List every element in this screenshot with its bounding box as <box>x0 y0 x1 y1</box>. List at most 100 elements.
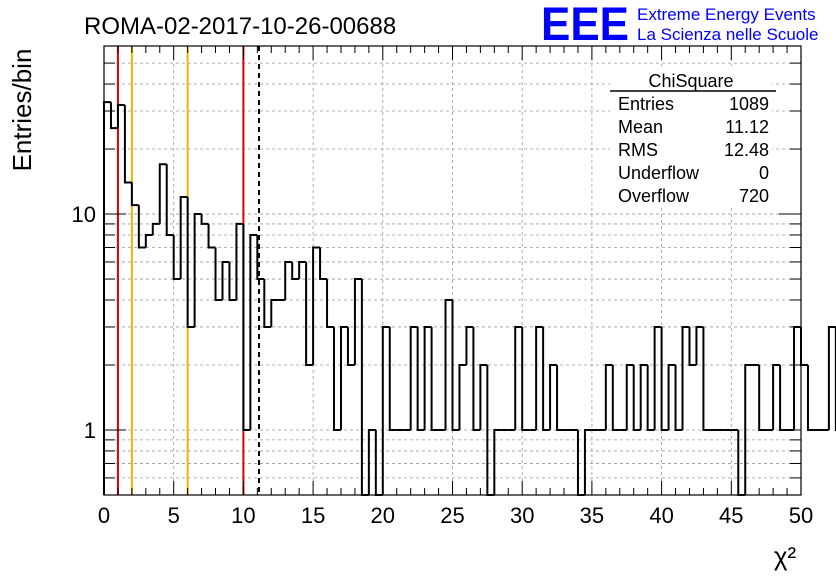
x-axis-label: χ² <box>774 541 797 571</box>
x-tick-label: 15 <box>301 503 325 528</box>
histogram-bin <box>167 164 174 235</box>
histogram-bin <box>473 327 480 430</box>
histogram-bin <box>648 365 655 430</box>
x-tick-label: 25 <box>440 503 464 528</box>
stats-box: ChiSquare Entries 1089 Mean 11.12 RMS 12… <box>610 66 776 206</box>
histogram-bin <box>662 327 669 430</box>
stats-label-underflow: Underflow <box>618 163 700 183</box>
histogram-bin <box>801 327 808 365</box>
histogram-bin <box>634 365 641 430</box>
histogram-bin <box>613 365 620 430</box>
histogram-bin <box>320 247 327 279</box>
histogram-bin <box>125 105 132 183</box>
histogram-bin <box>348 327 355 365</box>
histogram-bin <box>362 279 369 495</box>
x-tick-label: 20 <box>371 503 395 528</box>
histogram-bin <box>773 365 780 430</box>
histogram-bin <box>669 365 676 430</box>
y-tick-label: 1 <box>84 418 96 443</box>
histogram-bin <box>334 327 341 430</box>
histogram-bin <box>808 365 815 430</box>
x-tick-label: 5 <box>168 503 180 528</box>
histogram-bin <box>543 327 550 430</box>
histogram-bin <box>250 235 257 430</box>
stats-label-mean: Mean <box>618 117 663 137</box>
histogram-bin <box>689 327 696 365</box>
stats-value-rms: 12.48 <box>724 140 769 160</box>
histogram-bin <box>160 164 167 224</box>
histogram-bin <box>641 365 648 430</box>
histogram-bin <box>536 327 543 430</box>
histogram-bin <box>418 327 425 430</box>
histogram-bin <box>292 262 299 279</box>
histogram-bin <box>432 327 439 430</box>
histogram-bin <box>459 365 466 430</box>
stats-label-entries: Entries <box>618 94 674 114</box>
histogram-bin <box>341 327 348 430</box>
histogram-bin <box>606 365 613 430</box>
histogram-bin <box>195 214 202 327</box>
histogram-bin <box>355 279 362 365</box>
stats-title: ChiSquare <box>648 71 733 91</box>
histogram-bin <box>780 365 787 430</box>
histogram-bin <box>313 247 320 364</box>
stats-value-entries: 1089 <box>729 94 769 114</box>
histogram-bin <box>676 365 683 430</box>
stats-value-mean: 11.12 <box>725 117 769 137</box>
histogram-bin <box>285 262 292 300</box>
histogram-bin <box>139 205 146 247</box>
histogram-bin <box>299 262 306 279</box>
stats-value-underflow: 0 <box>759 163 769 183</box>
stats-value-overflow: 720 <box>739 186 769 206</box>
histogram-bin <box>655 327 662 430</box>
histogram-bin <box>759 365 766 430</box>
stats-label-overflow: Overflow <box>618 186 690 206</box>
histogram-bin <box>411 327 418 430</box>
histogram-bin <box>683 327 690 430</box>
histogram-bin <box>327 279 334 327</box>
histogram-bin <box>425 327 432 430</box>
histogram-bin <box>181 197 188 279</box>
histogram-bin <box>515 327 522 430</box>
histogram-bin <box>146 235 153 248</box>
histogram-bin <box>466 327 473 365</box>
eee-logo: EEE Extreme Energy Events La Scienza nel… <box>541 0 818 50</box>
histogram-bin <box>153 224 160 235</box>
histogram-bin <box>271 300 278 327</box>
histogram-bin <box>111 102 118 128</box>
histogram-bin <box>794 327 801 430</box>
stats-label-rms: RMS <box>618 140 658 160</box>
histogram-bin <box>703 327 710 430</box>
histogram-bin <box>696 327 703 365</box>
x-tick-label: 45 <box>719 503 743 528</box>
histogram-bin <box>209 224 216 248</box>
histogram-bin <box>202 214 209 224</box>
y-tick-label: 10 <box>72 202 96 227</box>
histogram-bin <box>132 182 139 205</box>
histogram-bin <box>216 247 223 299</box>
histogram-bin <box>174 235 181 279</box>
logo-line2: La Scienza nelle Scuole <box>637 25 818 44</box>
logo-line1: Extreme Energy Events <box>637 5 816 24</box>
histogram-bin <box>104 102 111 495</box>
x-tick-label: 0 <box>98 503 110 528</box>
histogram-bin <box>829 327 836 430</box>
histogram-bin <box>229 262 236 300</box>
histogram-bin <box>522 327 529 430</box>
histogram-bin <box>306 262 313 365</box>
x-tick-label: 10 <box>231 503 255 528</box>
x-tick-label: 35 <box>580 503 604 528</box>
histogram-bin <box>390 327 397 430</box>
histogram-bin <box>557 365 564 430</box>
x-tick-label: 50 <box>789 503 813 528</box>
histogram-bin <box>627 365 634 430</box>
logo-mark: EEE <box>541 0 629 50</box>
histogram-bin <box>383 327 390 495</box>
y-axis-label: Entries/bin <box>7 49 37 172</box>
histogram-bin <box>550 365 557 430</box>
histogram-bin <box>264 279 271 327</box>
histogram-bin <box>480 365 487 430</box>
histogram-bin <box>118 105 125 128</box>
